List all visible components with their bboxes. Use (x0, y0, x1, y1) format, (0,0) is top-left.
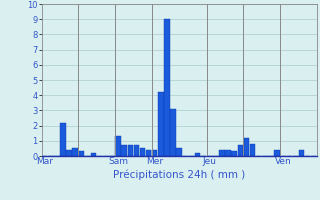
Bar (73, 148, 78, 156)
Bar (140, 148, 145, 156)
Bar (134, 145, 139, 156)
Bar (219, 150, 225, 156)
Bar (66, 150, 72, 156)
Bar (91, 153, 96, 156)
Bar (244, 138, 249, 156)
Bar (274, 150, 280, 156)
Bar (79, 151, 84, 156)
Bar (152, 150, 157, 156)
Bar (115, 136, 121, 156)
Bar (231, 151, 237, 156)
Bar (195, 153, 200, 156)
Bar (146, 150, 151, 156)
Bar (238, 145, 243, 156)
Bar (121, 145, 127, 156)
Bar (158, 92, 164, 156)
Bar (164, 19, 170, 156)
Bar (128, 145, 133, 156)
Bar (170, 109, 176, 156)
X-axis label: Précipitations 24h ( mm ): Précipitations 24h ( mm ) (113, 169, 245, 180)
Bar (299, 150, 304, 156)
Bar (176, 148, 182, 156)
Bar (60, 123, 66, 156)
Bar (250, 144, 255, 156)
Bar (225, 150, 231, 156)
